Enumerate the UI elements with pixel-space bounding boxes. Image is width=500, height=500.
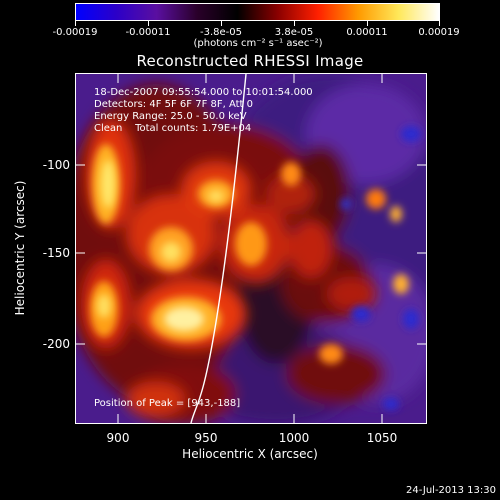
annotation-clean-counts: Clean Total counts: 1.79E+04 bbox=[94, 123, 252, 134]
colorbar-tick-label: -0.00011 bbox=[125, 27, 171, 38]
y-tick-label: -150 bbox=[42, 246, 70, 260]
colorbar-tick-label: 0.00011 bbox=[346, 27, 388, 38]
rhessi-image-plot: 18-Dec-2007 09:55:54.000 to 10:01:54.000… bbox=[75, 73, 427, 424]
colorbar-tick-label: 3.8e-05 bbox=[274, 27, 314, 38]
annotation-peak-position: Position of Peak = [943,-188] bbox=[94, 398, 241, 409]
colorbar-tick bbox=[148, 21, 149, 26]
colorbar-tick-label: -3.8e-05 bbox=[200, 27, 242, 38]
annotation-time-range: 18-Dec-2007 09:55:54.000 to 10:01:54.000 bbox=[94, 87, 313, 98]
x-tick-label: 900 bbox=[106, 431, 130, 445]
annotation-energy-range: Energy Range: 25.0 - 50.0 keV bbox=[94, 111, 247, 122]
colorbar bbox=[75, 3, 440, 21]
colorbar-tick-label: 0.00019 bbox=[418, 27, 460, 38]
emission-peaks bbox=[97, 160, 224, 331]
x-tick-label: 950 bbox=[194, 431, 218, 445]
colorbar-tick bbox=[75, 21, 76, 26]
colorbar-units: (photons cm⁻² s⁻¹ asec⁻²) bbox=[193, 38, 323, 49]
negative-spots bbox=[340, 126, 421, 410]
solar-limb-curve bbox=[190, 74, 247, 423]
footer-timestamp: 24-Jul-2013 13:30 bbox=[405, 485, 496, 496]
colorbar-ticks: -0.00019 -0.00011 -3.8e-05 3.8e-05 0.000… bbox=[53, 21, 460, 38]
annotation-detectors: Detectors: 4F 5F 6F 7F 8F, Att 0 bbox=[94, 99, 254, 110]
image-canvas bbox=[76, 74, 426, 423]
axis-ticks bbox=[75, 73, 427, 424]
y-tick-label: -100 bbox=[42, 158, 70, 172]
colorbar-tick bbox=[367, 21, 368, 26]
y-tick-label: -200 bbox=[42, 337, 70, 351]
x-axis-label: Heliocentric X (arcsec) bbox=[182, 447, 318, 461]
colorbar-tick bbox=[439, 21, 440, 26]
image-title: Reconstructed RHESSI Image bbox=[136, 52, 364, 70]
x-tick-label: 1050 bbox=[366, 431, 398, 445]
x-tick-label: 1000 bbox=[278, 431, 310, 445]
colorbar-tick bbox=[221, 21, 222, 26]
y-axis-label: Heliocentric Y (arcsec) bbox=[13, 180, 27, 316]
colorbar-tick bbox=[294, 21, 295, 26]
colorbar-tick-label: -0.00019 bbox=[52, 27, 98, 38]
